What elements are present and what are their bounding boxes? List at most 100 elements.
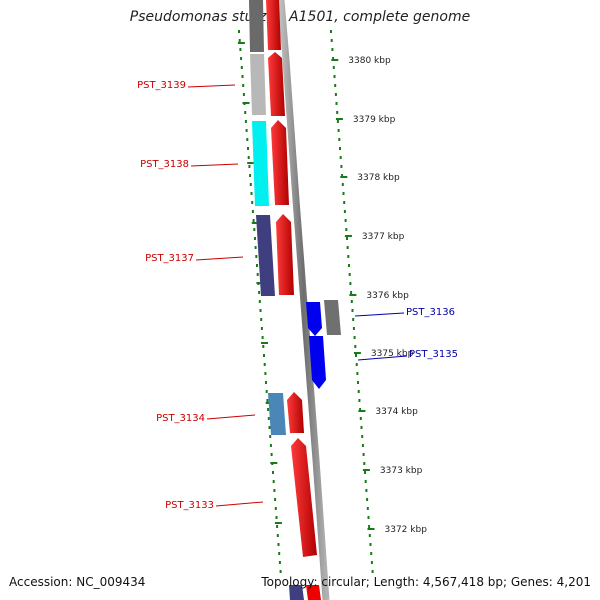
track-dot (355, 363, 358, 366)
gene-label-pst-3139[interactable]: PST_3139 (137, 80, 186, 91)
gene-pst-3136-neighbor (324, 300, 341, 335)
track-dot (256, 273, 259, 276)
track-dot (267, 417, 270, 420)
gene-label-pst-3138[interactable]: PST_3138 (140, 159, 189, 170)
track-dot (343, 201, 346, 204)
track-dot (339, 156, 342, 159)
track-dot (352, 327, 355, 330)
track-dot (244, 111, 247, 114)
track-dot (241, 75, 244, 78)
gene-label-pst-3135[interactable]: PST_3135 (409, 349, 458, 360)
gene-label-pst-3134[interactable]: PST_3134 (156, 413, 205, 424)
track-dot (279, 570, 282, 573)
track-dot (345, 228, 348, 231)
topology-label: Topology: circular; Length: 4,567,418 bp… (261, 575, 591, 589)
track-dot (255, 255, 258, 258)
gene-leader-line (206, 414, 256, 420)
track-dash (256, 282, 264, 284)
track-dot (347, 255, 350, 258)
gene-label-pst-3133[interactable]: PST_3133 (165, 500, 214, 511)
track-dot (351, 309, 354, 312)
track-dot (348, 264, 350, 267)
track-dot (264, 372, 267, 375)
track-dot (248, 165, 251, 168)
track-dot (247, 156, 250, 159)
scale-tick-mark (344, 235, 352, 237)
track-dot (246, 138, 249, 141)
scale-tick-label: 3379 kbp (353, 115, 396, 125)
track-dot (336, 111, 339, 114)
track-dot (270, 453, 273, 456)
track-dot (263, 363, 266, 366)
track-dot (370, 552, 373, 555)
track-dot (247, 147, 249, 150)
scale-tick-label: 3378 kbp (357, 173, 400, 183)
track-dot (365, 489, 368, 492)
gene-pst-3139-block (250, 54, 266, 115)
cds-pst-3138-arrow (271, 120, 289, 205)
track-dot (272, 471, 274, 474)
track-dot (252, 219, 255, 222)
cds-pst-3139-arrow (268, 52, 285, 116)
genome-backbone (277, 0, 330, 600)
track-dot (342, 192, 345, 195)
track-dot (360, 426, 363, 429)
track-dot (364, 480, 367, 483)
gene-label-pst-3136[interactable]: PST_3136 (406, 307, 455, 318)
track-dot (334, 84, 337, 87)
gene-leader-line (187, 84, 236, 88)
track-dot (350, 300, 353, 303)
track-dash (270, 462, 278, 464)
track-dot (260, 327, 263, 330)
track-dot (333, 75, 336, 78)
track-dot (354, 345, 357, 348)
track-dot (262, 345, 265, 348)
cds-top-red (266, 0, 281, 50)
track-dot (245, 129, 248, 132)
track-dot (359, 417, 362, 420)
track-dot (278, 561, 281, 564)
track-dot (263, 354, 265, 357)
track-dot (254, 237, 256, 240)
scale-tick-mark (362, 469, 370, 471)
gene-labels: PST_3139 PST_3138 PST_3137 PST_3136 PST_3135… (137, 80, 458, 511)
track-dot (356, 372, 359, 375)
track-dot (253, 228, 256, 231)
track-dot (349, 282, 352, 285)
track-dot (274, 498, 277, 501)
track-dot (242, 93, 245, 96)
gene-label-pst-3137[interactable]: PST_3137 (145, 253, 194, 264)
track-dash (274, 522, 282, 524)
gene-leader-line (215, 501, 264, 507)
scale-tick-mark (335, 118, 343, 120)
track-dot (258, 300, 261, 303)
track-dot (352, 318, 355, 321)
track-dot (332, 57, 335, 60)
scale-tick-mark (367, 528, 375, 530)
track-dot (250, 192, 253, 195)
gene-block-bottom-navy (289, 585, 304, 600)
track-dot (265, 390, 268, 393)
gene-pst-3134-block (268, 393, 286, 435)
track-dot (276, 525, 279, 528)
track-dot (357, 390, 360, 393)
scale-tick-label: 3373 kbp (380, 466, 423, 476)
track-dot (238, 39, 241, 42)
track-dot (338, 138, 341, 141)
track-dot (366, 498, 369, 501)
track-dot (260, 318, 263, 321)
track-dot (244, 120, 247, 123)
track-dot (272, 480, 275, 483)
track-dot (259, 309, 262, 312)
track-dot (359, 408, 362, 411)
track-dot (337, 129, 340, 132)
track-dot (350, 291, 353, 294)
track-dot (369, 543, 372, 546)
track-dot (336, 120, 339, 123)
cds-bottom-red (306, 585, 321, 600)
track-dot (266, 399, 269, 402)
track-dash (251, 222, 259, 224)
gene-leader-line (354, 312, 405, 317)
track-dot (346, 246, 349, 249)
